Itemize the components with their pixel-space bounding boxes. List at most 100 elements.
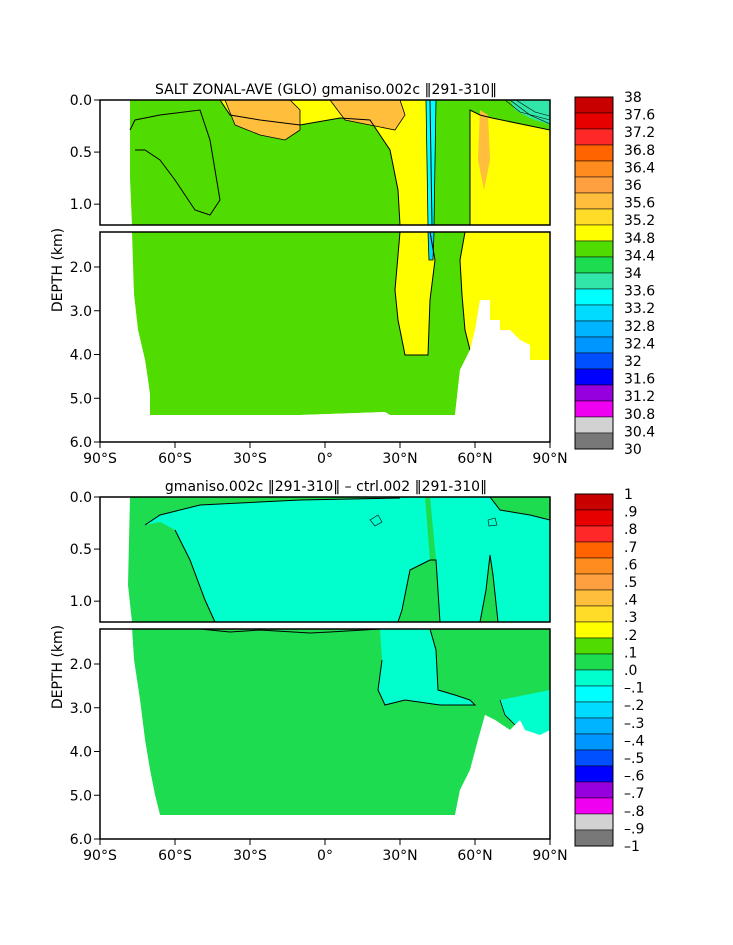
colorbar-swatch bbox=[574, 669, 614, 687]
x-tick-label: 60°S bbox=[158, 848, 192, 864]
x-tick-label: 0° bbox=[317, 848, 333, 864]
panel-b-ylabel: DEPTH (km) bbox=[50, 625, 66, 709]
y-tick-label: 1.0 bbox=[70, 197, 92, 213]
colorbar-label: –.3 bbox=[624, 716, 644, 732]
colorbar-swatch bbox=[574, 653, 614, 671]
colorbar-swatch bbox=[574, 176, 614, 194]
salinity-field bbox=[100, 100, 550, 442]
colorbar-label: .6 bbox=[624, 557, 637, 573]
y-tick-label: 5.0 bbox=[70, 788, 92, 804]
colorbar-label: 31.2 bbox=[624, 389, 655, 405]
colorbar-label: .0 bbox=[624, 663, 637, 679]
colorbar-swatch bbox=[574, 240, 614, 258]
colorbar-label: 34.4 bbox=[624, 248, 655, 264]
colorbar-label: .3 bbox=[624, 610, 637, 626]
colorbar-label: 30.4 bbox=[624, 424, 655, 440]
y-tick-label: 4.0 bbox=[70, 745, 92, 761]
colorbar-swatch bbox=[574, 701, 614, 719]
x-tick-label: 60°N bbox=[457, 451, 492, 467]
x-tick-label: 90°S bbox=[83, 451, 117, 467]
x-tick-label: 90°N bbox=[532, 848, 567, 864]
colorbar-swatch bbox=[574, 432, 614, 450]
colorbar-label: 36 bbox=[624, 178, 642, 194]
colorbar-swatch bbox=[574, 589, 614, 607]
colorbar-label: 34.8 bbox=[624, 231, 655, 247]
contour-line bbox=[224, 100, 406, 141]
region-atlantic-yellow bbox=[395, 232, 435, 355]
colorbar-label: 37.6 bbox=[624, 108, 655, 124]
colorbar-swatch bbox=[574, 717, 614, 735]
colorbar-label: 33.6 bbox=[624, 284, 655, 300]
colorbar-label: –.6 bbox=[624, 769, 644, 785]
contour-line bbox=[459, 109, 550, 351]
colorbar-label: 32 bbox=[624, 354, 642, 370]
colorbar-label: .2 bbox=[624, 628, 637, 644]
panel-b-colorbar: 1.9.8.7.6.5.4.3.2.1.0–.1–.2–.3–.4–.5–.6–… bbox=[574, 487, 644, 855]
colorbar-swatch bbox=[574, 304, 614, 322]
colorbar-swatch bbox=[574, 685, 614, 703]
contour-line bbox=[425, 100, 437, 261]
y-tick-label: 4.0 bbox=[70, 348, 92, 364]
colorbar-swatch bbox=[574, 637, 614, 655]
region-fresh-background-deep bbox=[132, 232, 550, 415]
colorbar-swatch bbox=[574, 384, 614, 402]
colorbar-swatch bbox=[574, 749, 614, 767]
colorbar-label: 30.8 bbox=[624, 407, 655, 423]
region-core-orange-2 bbox=[330, 100, 405, 130]
colorbar-label: .4 bbox=[624, 593, 637, 609]
colorbar-swatch bbox=[574, 509, 614, 527]
colorbar-swatch bbox=[574, 621, 614, 639]
colorbar-label: –.4 bbox=[624, 733, 644, 749]
colorbar-swatch bbox=[574, 557, 614, 575]
colorbar-label: 32.8 bbox=[624, 319, 655, 335]
colorbar-swatch bbox=[574, 272, 614, 290]
colorbar-swatch bbox=[574, 733, 614, 751]
colorbar-swatch bbox=[574, 400, 614, 418]
colorbar-label: 32.4 bbox=[624, 336, 655, 352]
colorbar-swatch bbox=[574, 288, 614, 306]
region-negative-upper bbox=[145, 497, 430, 622]
axis-break-gap bbox=[100, 622, 550, 629]
colorbar-frame bbox=[574, 96, 614, 450]
colorbar-swatch bbox=[574, 541, 614, 559]
colorbar-label: –.7 bbox=[624, 786, 644, 802]
colorbar-label: .7 bbox=[624, 540, 637, 556]
region-north-yellow-deep bbox=[460, 232, 550, 360]
land-mask bbox=[532, 740, 550, 760]
colorbar-label: –.8 bbox=[624, 804, 644, 820]
colorbar-swatch bbox=[574, 192, 614, 210]
colorbar-swatch bbox=[574, 813, 614, 831]
colorbar-swatch bbox=[574, 112, 614, 130]
colorbar-swatch bbox=[574, 416, 614, 434]
y-tick-label: 6.0 bbox=[70, 832, 92, 848]
y-tick-label: 2.0 bbox=[70, 657, 92, 673]
y-tick-label: 5.0 bbox=[70, 391, 92, 407]
x-tick-label: 30°N bbox=[382, 451, 417, 467]
colorbar-label: –1 bbox=[624, 839, 640, 855]
y-tick-label: 0.5 bbox=[70, 542, 92, 558]
colorbar-swatch bbox=[574, 336, 614, 354]
region-subtropical-yellow bbox=[220, 100, 432, 225]
difference-panel: gmaniso.002c ‖291-310‖ – ctrl.002 ‖291-3… bbox=[50, 479, 644, 864]
contour-line bbox=[479, 497, 550, 623]
colorbar-label: –.9 bbox=[624, 821, 644, 837]
region-negative-deep-2 bbox=[378, 629, 475, 705]
x-tick-label: 30°S bbox=[233, 451, 267, 467]
land-mask bbox=[100, 100, 132, 225]
region-fresh-background bbox=[130, 100, 550, 225]
panel-b-title: gmaniso.002c ‖291-310‖ – ctrl.002 ‖291-3… bbox=[165, 479, 487, 495]
land-mask bbox=[100, 497, 132, 622]
y-tick-label: 0.0 bbox=[70, 490, 92, 506]
land-mask bbox=[100, 232, 550, 442]
difference-field bbox=[100, 497, 550, 839]
land-mask bbox=[100, 629, 550, 839]
colorbar-swatch bbox=[574, 368, 614, 386]
x-tick-label: 90°S bbox=[83, 848, 117, 864]
contour-line bbox=[144, 497, 441, 623]
y-tick-label: 0.5 bbox=[70, 145, 92, 161]
x-tick-label: 30°N bbox=[382, 848, 417, 864]
colorbar-swatch bbox=[574, 352, 614, 370]
y-tick-label: 1.0 bbox=[70, 594, 92, 610]
colorbar-swatch bbox=[574, 224, 614, 242]
panel-a-colorbar: 38 37.637.2 36.836.4 36 35.635.2 34.834.4 34 33… bbox=[574, 90, 655, 458]
